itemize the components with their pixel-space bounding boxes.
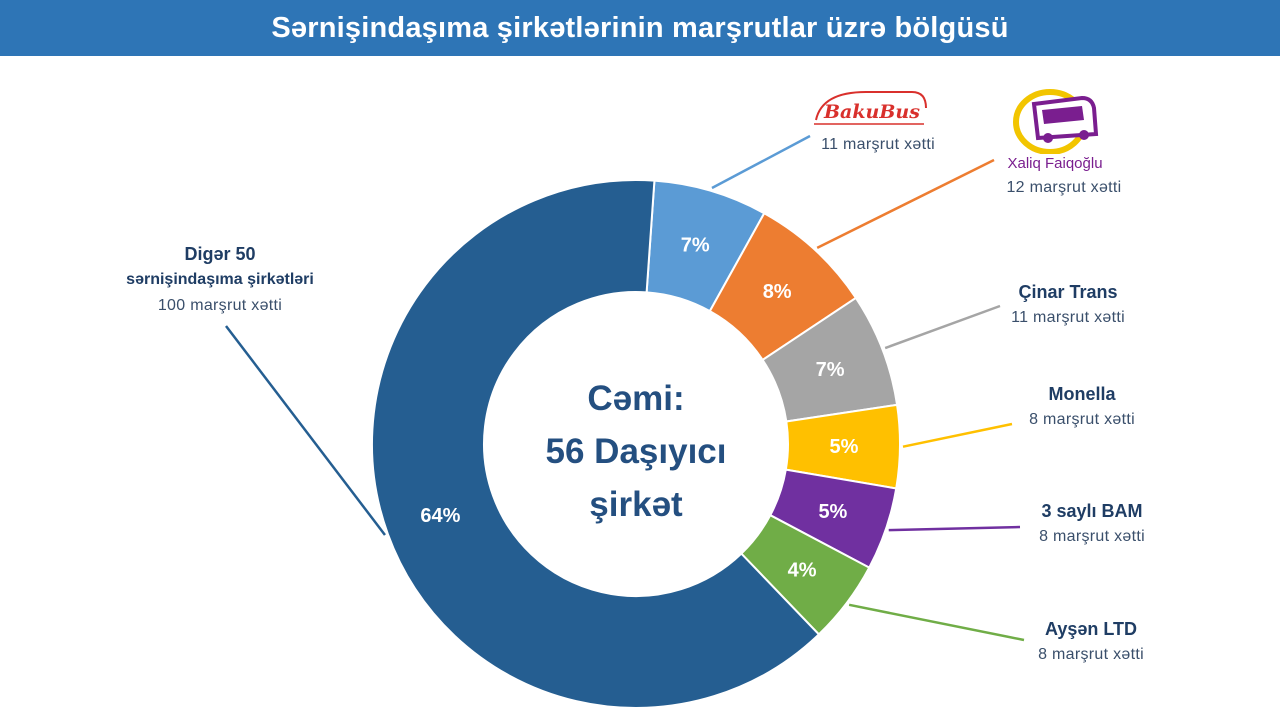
chart-title: Sərnişindaşıma şirkətlərinin marşrutlar … xyxy=(271,11,1009,44)
label-monella: Monella 8 marşrut xətti xyxy=(1002,381,1162,433)
leader-line-monella xyxy=(902,422,1013,448)
xaliq-logo-text: Xaliq Faiqoğlu xyxy=(1007,155,1103,172)
center-line-3: şirkət xyxy=(589,485,683,524)
title-bar: Sərnişindaşıma şirkətlərinin marşrutlar … xyxy=(0,0,1280,56)
leader-line-cinar xyxy=(884,304,1001,350)
label-monella-name: Monella xyxy=(1048,384,1116,404)
label-aysen-name: Ayşən LTD xyxy=(1044,619,1137,639)
leader-line-xaliq xyxy=(816,158,995,250)
label-bam: 3 saylı BAM 8 marşrut xətti xyxy=(1012,498,1172,550)
label-xaliq: 12 marşrut xətti xyxy=(984,175,1144,201)
baku-bus-logo: BakuBus xyxy=(814,91,927,125)
label-other-line2: sərnişindaşıma şirkətləri xyxy=(126,271,314,288)
label-monella-routes: 8 marşrut xətti xyxy=(1029,411,1135,428)
center-line-1: Cəmi: xyxy=(587,379,685,418)
percent-label-xaliq: 8% xyxy=(763,281,792,303)
percent-label-cinar: 7% xyxy=(816,359,845,381)
leader-line-other xyxy=(225,325,386,536)
label-bam-routes: 8 marşrut xətti xyxy=(1039,528,1145,545)
label-xaliq-routes: 12 marşrut xətti xyxy=(1006,179,1122,196)
label-aysen: Ayşən LTD 8 marşrut xətti xyxy=(1011,616,1171,668)
percent-label-aysen: 4% xyxy=(788,559,817,581)
percent-label-other: 64% xyxy=(420,505,460,527)
slice-other xyxy=(371,179,821,709)
label-baku-bus: 11 marşrut xətti xyxy=(798,132,958,158)
label-cinar-trans-routes: 11 marşrut xətti xyxy=(1011,309,1125,326)
label-aysen-routes: 8 marşrut xətti xyxy=(1038,646,1144,663)
label-baku-bus-routes: 11 marşrut xətti xyxy=(821,136,935,153)
label-cinar-trans-name: Çinar Trans xyxy=(1018,282,1118,302)
label-other: Digər 50 sərnişindaşıma şirkətləri 100 m… xyxy=(100,241,340,319)
percent-label-monella: 5% xyxy=(830,436,859,458)
leader-line-aysen xyxy=(848,603,1025,642)
label-bam-name: 3 saylı BAM xyxy=(1041,501,1143,521)
label-cinar-trans: Çinar Trans 11 marşrut xətti xyxy=(988,279,1148,331)
percent-label-bam: 5% xyxy=(818,501,847,523)
baku-bus-logo-text: BakuBus xyxy=(823,101,920,123)
label-other-name: Digər 50 xyxy=(184,244,256,264)
leader-line-baku_bus xyxy=(711,134,811,190)
leader-line-bam xyxy=(888,525,1021,532)
xaliq-faiqoglu-logo xyxy=(1013,89,1099,154)
center-line-2: 56 Daşıyıcı xyxy=(545,432,727,471)
center-label: Cəmi: 56 Daşıyıcı şirkət xyxy=(486,372,786,531)
percent-label-baku_bus: 7% xyxy=(681,235,710,257)
label-other-routes: 100 marşrut xətti xyxy=(157,297,283,314)
